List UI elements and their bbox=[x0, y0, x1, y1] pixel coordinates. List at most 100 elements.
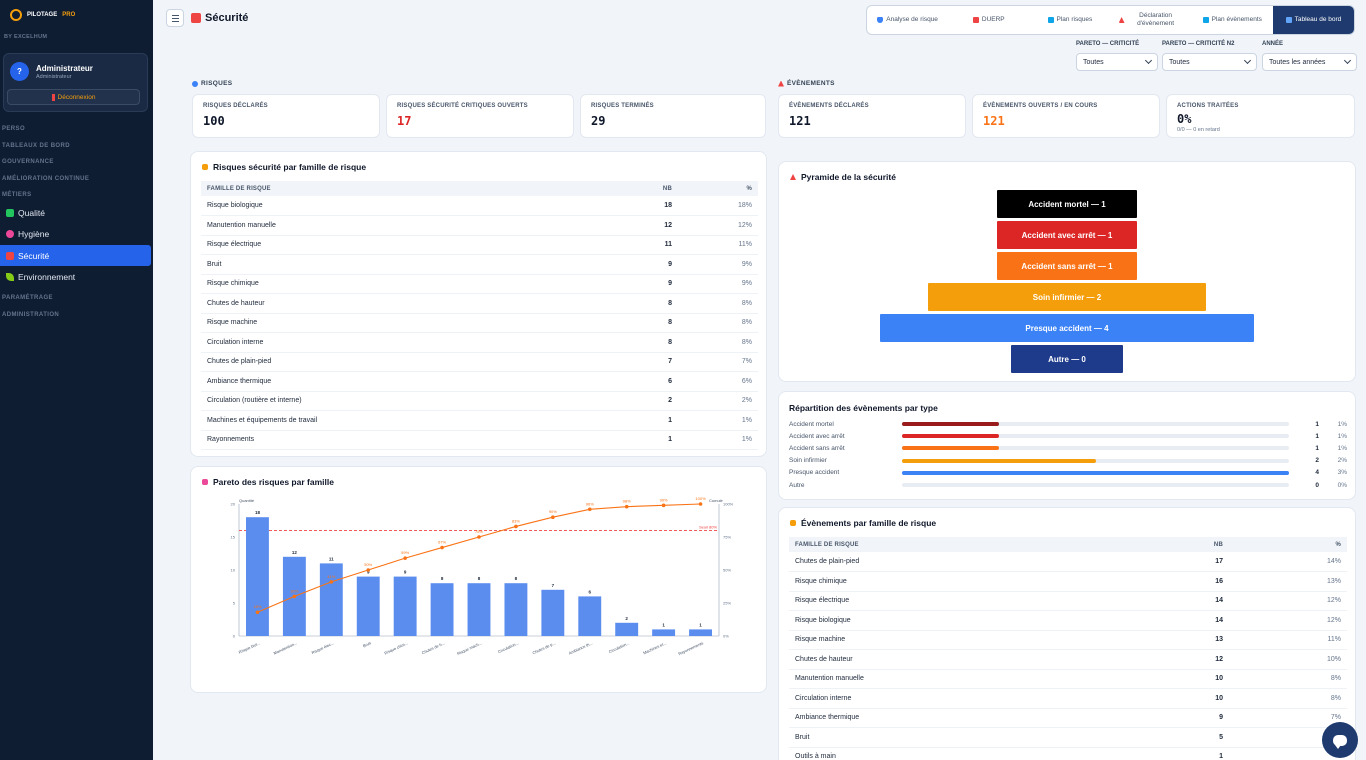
distribution-fill bbox=[902, 458, 1096, 463]
table-row[interactable]: Chutes de hauteur 12 10% bbox=[789, 649, 1347, 670]
tab-plan-evenements[interactable]: Plan évènements bbox=[1192, 6, 1273, 34]
table-row[interactable]: Bruit 5 bbox=[789, 727, 1347, 748]
sidebar-item-qualite[interactable]: Qualité bbox=[0, 202, 151, 223]
tab-tableau-de-bord[interactable]: Tableau de bord bbox=[1272, 6, 1354, 34]
row-nb: 1 bbox=[598, 410, 678, 431]
cumulative-label: 67% bbox=[438, 540, 446, 545]
row-nb: 5 bbox=[1149, 727, 1229, 748]
section-label-evenements: ÉVÈNEMENTS bbox=[778, 80, 835, 87]
shield-icon bbox=[877, 17, 884, 23]
table-row[interactable]: Risque électrique 14 12% bbox=[789, 591, 1347, 611]
row-famille: Risque électrique bbox=[201, 235, 598, 255]
table-row[interactable]: Chutes de plain-pied 7 7% bbox=[201, 352, 758, 372]
distribution-bar bbox=[902, 434, 1289, 439]
tab-plan-risques[interactable]: Plan risques bbox=[1029, 6, 1110, 34]
table-row[interactable]: Risque biologique 14 12% bbox=[789, 610, 1347, 631]
chevron-down-icon bbox=[1243, 56, 1252, 65]
sidebar-item-environnement[interactable]: Environnement bbox=[0, 266, 151, 287]
table-row[interactable]: Risque machine 8 8% bbox=[201, 313, 758, 333]
table-row[interactable]: Chutes de plain-pied 17 14% bbox=[789, 552, 1347, 572]
row-famille: Bruit bbox=[789, 727, 1149, 748]
tab-declaration-evenement[interactable]: Déclaration d'évènement bbox=[1111, 6, 1192, 34]
pareto-criticite-select[interactable]: Toutes bbox=[1076, 53, 1158, 71]
alert-icon bbox=[1118, 17, 1125, 23]
table-row[interactable]: Risque électrique 11 11% bbox=[201, 235, 758, 255]
pyramid-level-accident-sans-arret[interactable]: Accident sans arrêt — 1 bbox=[997, 252, 1137, 280]
distribution-nb: 0 bbox=[1315, 481, 1319, 489]
distribution-row: Accident sans arrêt 1 1% bbox=[789, 442, 1349, 454]
shield-icon bbox=[192, 80, 198, 87]
table-row[interactable]: Circulation (routière et interne) 2 2% bbox=[201, 391, 758, 411]
table-row[interactable]: Rayonnements 1 1% bbox=[201, 430, 758, 450]
table-row[interactable]: Machines et équipements de travail 1 1% bbox=[201, 410, 758, 431]
row-famille: Risque électrique bbox=[789, 591, 1149, 611]
tab-analyse-de-risque[interactable]: Analyse de risque bbox=[867, 6, 948, 34]
sidebar-item-label: Qualité bbox=[18, 207, 45, 218]
tab-duerp[interactable]: DUERP bbox=[948, 6, 1029, 34]
table-row[interactable]: Risque machine 13 11% bbox=[789, 630, 1347, 650]
x-tick-label: Risque élec... bbox=[311, 640, 335, 655]
avatar[interactable]: ? bbox=[10, 62, 29, 81]
row-pct: 10% bbox=[1229, 649, 1347, 670]
table-row[interactable]: Risque chimique 9 9% bbox=[201, 274, 758, 294]
pyramid-level-soin-infirmier[interactable]: Soin infirmier — 2 bbox=[928, 283, 1206, 311]
table-row[interactable]: Ambiance thermique 6 6% bbox=[201, 371, 758, 392]
cumulative-label: 96% bbox=[586, 501, 594, 506]
chat-button[interactable] bbox=[1322, 722, 1358, 758]
risques-par-famille-card: Risques sécurité par famille de risque F… bbox=[190, 151, 767, 457]
table-row[interactable]: Chutes de hauteur 8 8% bbox=[201, 293, 758, 314]
row-nb: 17 bbox=[1149, 552, 1229, 572]
row-pct: 18% bbox=[678, 196, 758, 216]
kpi-evenements-ouverts: ÉVÈNEMENTS OUVERTS / EN COURS 121 bbox=[972, 94, 1160, 138]
distribution-row: Accident avec arrêt 1 1% bbox=[789, 430, 1349, 442]
pareto-bar bbox=[467, 583, 491, 636]
table-row[interactable]: Circulation interne 8 8% bbox=[201, 332, 758, 353]
pyramid-level-presque-accident[interactable]: Presque accident — 4 bbox=[880, 314, 1254, 342]
pyramid-level-accident-avec-arret[interactable]: Accident avec arrêt — 1 bbox=[997, 221, 1137, 249]
x-tick-label: Ambiance th... bbox=[568, 640, 593, 655]
distribution-row: Soin infirmier 2 2% bbox=[789, 455, 1349, 467]
row-pct: 12% bbox=[1229, 610, 1347, 631]
chat-icon bbox=[1333, 734, 1347, 749]
table-row[interactable]: Bruit 9 9% bbox=[201, 254, 758, 275]
distribution-bar bbox=[902, 483, 1289, 487]
pareto-criticite-n2-select[interactable]: Toutes bbox=[1162, 53, 1257, 71]
distribution-nb: 1 bbox=[1315, 420, 1319, 428]
pyramid-level-autre[interactable]: Autre — 0 bbox=[1011, 345, 1123, 373]
sidebar-item-hygiene[interactable]: Hygiène bbox=[0, 223, 151, 244]
table-row[interactable]: Circulation interne 10 8% bbox=[789, 688, 1347, 709]
row-nb: 10 bbox=[1149, 688, 1229, 709]
row-nb: 18 bbox=[598, 196, 678, 216]
kpi-value: 100 bbox=[203, 114, 225, 128]
nav-section-administration[interactable]: ADMINISTRATION bbox=[2, 312, 60, 318]
row-nb: 9 bbox=[1149, 708, 1229, 728]
nav-section-amelioration-continue[interactable]: AMÉLIORATION CONTINUE bbox=[2, 176, 90, 182]
table-row[interactable]: Manutention manuelle 10 8% bbox=[789, 669, 1347, 689]
nav-section-gouvernance[interactable]: GOUVERNANCE bbox=[2, 159, 54, 165]
nav-section-parametrage[interactable]: PARAMÉTRAGE bbox=[2, 295, 53, 301]
distribution-bar bbox=[902, 458, 1289, 463]
pareto-bar bbox=[615, 622, 639, 636]
sidebar-item-securite[interactable]: Sécurité bbox=[0, 245, 151, 266]
logout-button[interactable]: Déconnexion bbox=[7, 89, 140, 105]
table-row[interactable]: Outils à main 1 bbox=[789, 747, 1347, 760]
sidebar: PILOTAGE PRO BY EXCELHUM ? Administrateu… bbox=[0, 0, 153, 760]
kpi-risques-termines: RISQUES TERMINÉS 29 bbox=[580, 94, 766, 138]
annee-select[interactable]: Toutes les années bbox=[1262, 53, 1357, 71]
row-nb: 14 bbox=[1149, 610, 1229, 631]
nav-section-perso[interactable]: PERSO bbox=[2, 126, 26, 132]
nav-section-tableaux-de-bord[interactable]: TABLEAUX DE BORD bbox=[2, 143, 70, 149]
table-row[interactable]: Risque chimique 16 13% bbox=[789, 571, 1347, 592]
pareto-bar bbox=[430, 583, 454, 636]
table-row[interactable]: Ambiance thermique 9 7% bbox=[789, 708, 1347, 728]
card-title: Pyramide de la sécurité bbox=[790, 172, 896, 182]
cumulative-label: 41% bbox=[327, 574, 335, 579]
table-row[interactable]: Manutention manuelle 12 12% bbox=[201, 215, 758, 236]
pyramid-level-accident-mortel[interactable]: Accident mortel — 1 bbox=[997, 190, 1137, 218]
cumulative-point bbox=[292, 594, 297, 599]
cumulative-point bbox=[624, 504, 629, 509]
menu-toggle-button[interactable] bbox=[166, 9, 184, 27]
brand-logo[interactable]: PILOTAGE PRO bbox=[10, 9, 75, 21]
y-tick-label: 10 bbox=[231, 568, 236, 573]
table-row[interactable]: Risque biologique 18 18% bbox=[201, 196, 758, 216]
